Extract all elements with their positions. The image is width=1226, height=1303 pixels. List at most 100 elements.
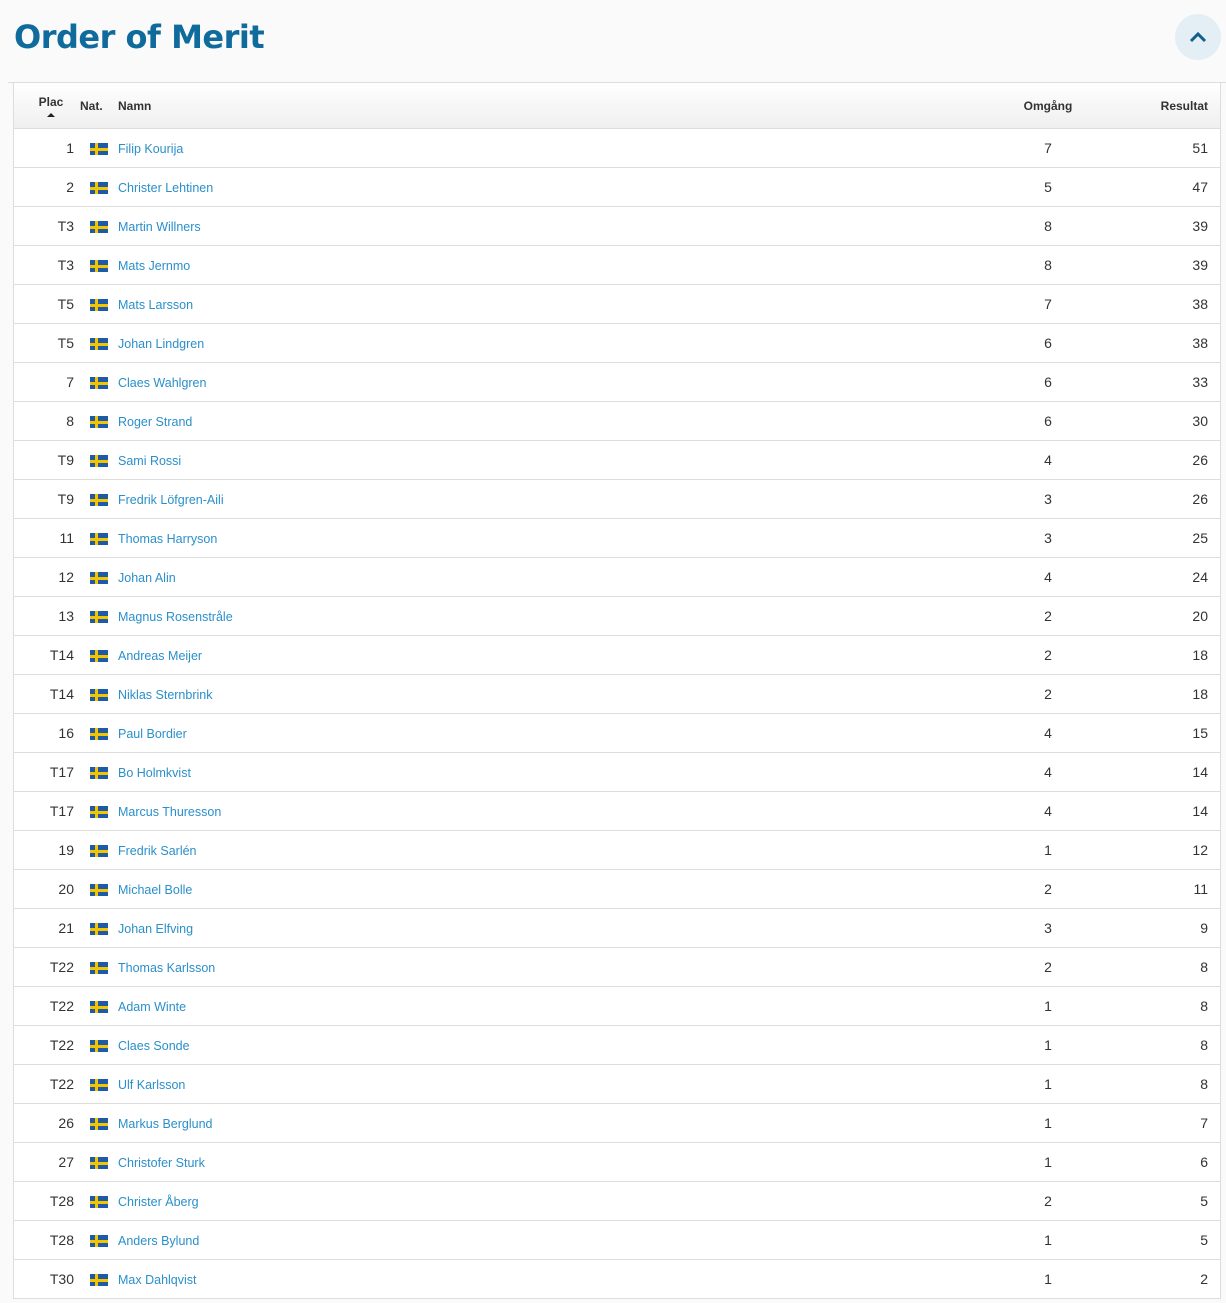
player-link[interactable]: Claes Wahlgren (118, 376, 207, 390)
result-cell: 6 (1098, 1142, 1221, 1182)
header-name[interactable]: Namn (118, 83, 998, 129)
player-link[interactable]: Thomas Harryson (118, 532, 218, 546)
rounds-cell: 1 (998, 830, 1098, 870)
player-link[interactable]: Paul Bordier (118, 727, 187, 741)
collapse-button[interactable] (1175, 14, 1221, 60)
player-link[interactable]: Filip Kourija (118, 142, 184, 156)
player-link[interactable]: Max Dahlqvist (118, 1273, 197, 1287)
sweden-flag-icon (90, 299, 108, 312)
rounds-cell: 4 (998, 440, 1098, 480)
player-link[interactable]: Adam Winte (118, 1000, 187, 1014)
name-cell: Andreas Meijer (118, 635, 998, 675)
leaderboard-table: Plac Nat. Namn Omgång Resultat 1 Filip K… (13, 83, 1221, 1299)
player-link[interactable]: Niklas Sternbrink (118, 688, 213, 702)
result-cell: 8 (1098, 1064, 1221, 1104)
nationality-cell (76, 947, 118, 987)
result-cell: 25 (1098, 518, 1221, 558)
sweden-flag-icon (90, 572, 108, 585)
player-link[interactable]: Johan Alin (118, 571, 176, 585)
table-row: T22 Adam Winte 1 8 (13, 986, 1221, 1026)
name-cell: Thomas Karlsson (118, 947, 998, 987)
player-link[interactable]: Bo Holmkvist (118, 766, 191, 780)
plac-cell: 21 (13, 908, 76, 948)
player-link[interactable]: Christer Åberg (118, 1195, 199, 1209)
header-nat[interactable]: Nat. (76, 83, 118, 129)
sweden-flag-icon (90, 728, 108, 741)
rounds-cell: 2 (998, 1181, 1098, 1221)
plac-cell: 1 (13, 128, 76, 168)
nationality-cell (76, 830, 118, 870)
player-link[interactable]: Thomas Karlsson (118, 961, 216, 975)
nationality-cell (76, 518, 118, 558)
name-cell: Niklas Sternbrink (118, 674, 998, 714)
rounds-cell: 6 (998, 401, 1098, 441)
plac-cell: T9 (13, 440, 76, 480)
plac-cell: T28 (13, 1220, 76, 1260)
plac-cell: 16 (13, 713, 76, 753)
result-cell: 5 (1098, 1220, 1221, 1260)
table-row: 8 Roger Strand 6 30 (13, 401, 1221, 441)
name-cell: Filip Kourija (118, 128, 998, 168)
player-link[interactable]: Martin Willners (118, 220, 201, 234)
result-cell: 14 (1098, 752, 1221, 792)
player-link[interactable]: Michael Bolle (118, 883, 193, 897)
player-link[interactable]: Andreas Meijer (118, 649, 203, 663)
player-link[interactable]: Marcus Thuresson (118, 805, 222, 819)
plac-cell: 13 (13, 596, 76, 636)
player-link[interactable]: Ulf Karlsson (118, 1078, 186, 1092)
plac-cell: 27 (13, 1142, 76, 1182)
rounds-cell: 1 (998, 1025, 1098, 1065)
name-cell: Claes Wahlgren (118, 362, 998, 402)
plac-cell: T14 (13, 674, 76, 714)
nationality-cell (76, 752, 118, 792)
player-link[interactable]: Fredrik Sarlén (118, 844, 197, 858)
nationality-cell (76, 401, 118, 441)
header-plac[interactable]: Plac (13, 83, 76, 129)
player-link[interactable]: Johan Lindgren (118, 337, 205, 351)
nationality-cell (76, 206, 118, 246)
plac-cell: T5 (13, 323, 76, 363)
name-cell: Christofer Sturk (118, 1142, 998, 1182)
table-row: T28 Christer Åberg 2 5 (13, 1181, 1221, 1221)
player-link[interactable]: Johan Elfving (118, 922, 194, 936)
table-row: 20 Michael Bolle 2 11 (13, 869, 1221, 909)
player-link[interactable]: Anders Bylund (118, 1234, 200, 1248)
header-result[interactable]: Resultat (1098, 83, 1221, 129)
player-link[interactable]: Markus Berglund (118, 1117, 213, 1131)
plac-cell: 12 (13, 557, 76, 597)
result-cell: 7 (1098, 1103, 1221, 1143)
player-link[interactable]: Mats Jernmo (118, 259, 191, 273)
player-link[interactable]: Christofer Sturk (118, 1156, 205, 1170)
player-link[interactable]: Fredrik Löfgren-Aili (118, 493, 224, 507)
player-link[interactable]: Sami Rossi (118, 454, 182, 468)
plac-cell: 8 (13, 401, 76, 441)
rounds-cell: 8 (998, 245, 1098, 285)
rounds-cell: 6 (998, 362, 1098, 402)
header-rounds[interactable]: Omgång (998, 83, 1098, 129)
nationality-cell (76, 986, 118, 1026)
name-cell: Martin Willners (118, 206, 998, 246)
table-row: T22 Ulf Karlsson 1 8 (13, 1064, 1221, 1104)
table-row: 13 Magnus Rosenstråle 2 20 (13, 596, 1221, 636)
rounds-cell: 1 (998, 1103, 1098, 1143)
table-row: T28 Anders Bylund 1 5 (13, 1220, 1221, 1260)
player-link[interactable]: Claes Sonde (118, 1039, 190, 1053)
plac-cell: 11 (13, 518, 76, 558)
player-link[interactable]: Roger Strand (118, 415, 193, 429)
rounds-cell: 6 (998, 323, 1098, 363)
rounds-cell: 1 (998, 1259, 1098, 1299)
sweden-flag-icon (90, 962, 108, 975)
sweden-flag-icon (90, 1274, 108, 1287)
plac-cell: T22 (13, 1025, 76, 1065)
player-link[interactable]: Mats Larsson (118, 298, 194, 312)
result-cell: 26 (1098, 440, 1221, 480)
plac-cell: 19 (13, 830, 76, 870)
chevron-up-icon (1189, 31, 1207, 43)
rounds-cell: 1 (998, 986, 1098, 1026)
table-row: 19 Fredrik Sarlén 1 12 (13, 830, 1221, 870)
name-cell: Christer Åberg (118, 1181, 998, 1221)
player-link[interactable]: Magnus Rosenstråle (118, 610, 233, 624)
player-link[interactable]: Christer Lehtinen (118, 181, 214, 195)
plac-cell: T30 (13, 1259, 76, 1299)
result-cell: 24 (1098, 557, 1221, 597)
